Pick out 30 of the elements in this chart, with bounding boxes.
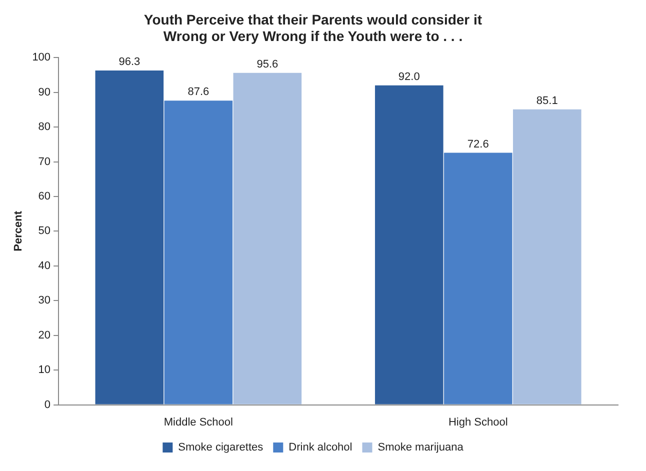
bar	[444, 152, 512, 404]
y-tick-label: 30	[38, 294, 51, 307]
y-tick-label: 20	[38, 329, 51, 342]
y-tick-label: 60	[38, 190, 51, 203]
y-tick-label: 10	[38, 364, 51, 376]
x-tick-label: Middle School	[164, 416, 233, 428]
bar	[233, 72, 302, 404]
y-tick-label: 70	[38, 156, 51, 168]
text: 72.6	[467, 138, 489, 150]
y-tick-label: 80	[38, 121, 51, 134]
legend-label: Smoke cigarettes	[178, 442, 264, 454]
bar	[512, 109, 582, 404]
bar	[164, 100, 233, 404]
y-tick-label: 40	[38, 260, 51, 272]
x-tick-label: High School	[448, 416, 508, 428]
y-axis-title: Percent	[12, 210, 25, 252]
text: 95.6	[256, 58, 278, 70]
bar	[95, 70, 164, 404]
chart-title: Youth Perceive that their Parents would consider it Wrong or Very Wrong if the Youth were to . . .	[144, 11, 482, 44]
text: 92.0	[398, 70, 420, 83]
bar	[374, 85, 444, 404]
legend-label: Drink alcohol	[288, 442, 352, 454]
text: 87.6	[188, 86, 210, 98]
text: 85.1	[536, 94, 558, 107]
y-tick-label: 0	[44, 398, 51, 411]
y-tick-label: 100	[32, 52, 51, 64]
legend-label: Smoke marijuana	[378, 442, 464, 454]
text: 96.3	[118, 56, 140, 68]
y-tick-label: 50	[38, 225, 51, 238]
y-tick-label: 90	[38, 86, 51, 98]
